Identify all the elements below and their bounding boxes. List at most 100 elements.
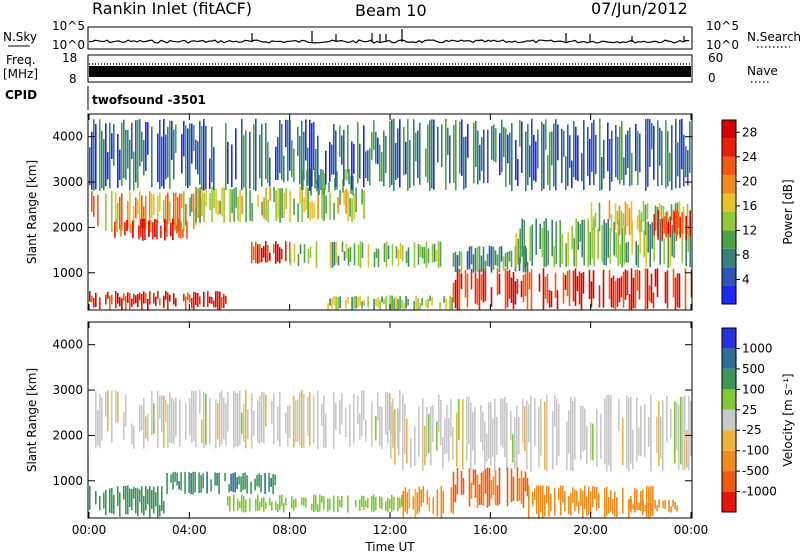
data-stroke bbox=[587, 127, 589, 177]
data-stroke bbox=[129, 488, 131, 508]
data-stroke bbox=[251, 393, 253, 449]
data-stroke bbox=[271, 400, 273, 425]
data-stroke bbox=[630, 499, 632, 513]
data-stroke bbox=[240, 476, 242, 492]
data-stroke bbox=[516, 405, 518, 468]
data-stroke bbox=[590, 202, 593, 234]
data-stroke bbox=[191, 390, 193, 444]
data-stroke bbox=[293, 243, 296, 264]
velocity-y-axis: 1000 2000 3000 4000 bbox=[52, 338, 692, 488]
data-stroke bbox=[571, 225, 573, 250]
data-stroke bbox=[593, 119, 595, 186]
data-stroke bbox=[517, 238, 519, 265]
data-stroke bbox=[521, 121, 523, 173]
data-stroke bbox=[636, 502, 638, 511]
data-stroke bbox=[281, 494, 283, 507]
data-stroke bbox=[233, 494, 235, 512]
data-stroke bbox=[659, 218, 661, 265]
data-stroke bbox=[514, 417, 516, 470]
data-stroke bbox=[592, 423, 594, 461]
data-stroke bbox=[397, 299, 399, 310]
colorbar-swatch bbox=[722, 348, 736, 369]
data-stroke bbox=[597, 228, 599, 260]
data-stroke bbox=[607, 122, 609, 172]
data-stroke bbox=[389, 121, 391, 188]
data-stroke bbox=[237, 196, 239, 221]
data-stroke bbox=[189, 398, 191, 436]
data-stroke bbox=[464, 270, 467, 298]
data-stroke bbox=[265, 122, 267, 180]
data-stroke bbox=[125, 295, 127, 310]
data-stroke bbox=[311, 503, 313, 511]
data-stroke bbox=[133, 151, 135, 191]
data-stroke bbox=[347, 124, 349, 173]
data-stroke bbox=[479, 144, 481, 181]
data-stroke bbox=[442, 436, 444, 469]
data-stroke bbox=[504, 396, 506, 458]
data-stroke bbox=[115, 390, 117, 423]
data-stroke bbox=[377, 296, 379, 308]
data-stroke bbox=[125, 394, 127, 427]
data-stroke bbox=[541, 228, 543, 258]
data-stroke bbox=[571, 160, 573, 189]
data-stroke bbox=[407, 247, 410, 267]
data-stroke bbox=[319, 494, 321, 512]
data-stroke bbox=[533, 134, 535, 181]
data-stroke bbox=[363, 300, 365, 306]
data-stroke bbox=[484, 271, 487, 302]
data-stroke bbox=[595, 135, 597, 175]
data-stroke bbox=[418, 486, 421, 513]
data-stroke bbox=[167, 192, 169, 224]
data-stroke bbox=[228, 484, 230, 493]
data-stroke bbox=[572, 270, 575, 302]
data-stroke bbox=[321, 188, 323, 220]
data-stroke bbox=[638, 502, 640, 511]
data-stroke bbox=[487, 129, 489, 184]
data-stroke bbox=[612, 275, 615, 308]
data-stroke bbox=[379, 144, 381, 182]
freq-panel: Freq. [MHz] 18 8 60 0 Nave bbox=[3, 51, 778, 86]
data-stroke bbox=[237, 498, 239, 511]
data-stroke bbox=[198, 472, 200, 493]
data-stroke bbox=[355, 187, 357, 213]
data-stroke bbox=[466, 273, 469, 308]
data-stroke bbox=[522, 274, 525, 303]
data-stroke bbox=[449, 295, 451, 310]
data-stroke bbox=[239, 501, 241, 509]
data-stroke bbox=[432, 404, 434, 443]
data-stroke bbox=[644, 404, 646, 457]
data-stroke bbox=[544, 401, 546, 470]
data-stroke bbox=[183, 293, 185, 302]
data-stroke bbox=[103, 139, 105, 191]
data-stroke bbox=[172, 472, 174, 490]
data-stroke bbox=[590, 491, 592, 515]
data-stroke bbox=[632, 503, 634, 510]
data-stroke bbox=[267, 141, 269, 183]
data-stroke bbox=[184, 471, 186, 494]
data-stroke bbox=[149, 191, 151, 232]
data-stroke bbox=[327, 302, 329, 310]
data-stroke bbox=[361, 495, 363, 507]
data-stroke bbox=[297, 203, 299, 222]
data-stroke bbox=[582, 272, 585, 294]
data-stroke bbox=[625, 134, 627, 175]
data-stroke bbox=[638, 270, 641, 300]
data-stroke bbox=[295, 400, 297, 443]
data-stroke bbox=[173, 129, 175, 180]
data-stroke bbox=[93, 298, 95, 308]
data-stroke bbox=[649, 119, 651, 167]
data-stroke bbox=[573, 238, 575, 267]
data-stroke bbox=[339, 499, 341, 507]
data-stroke bbox=[568, 269, 571, 306]
data-stroke bbox=[420, 489, 423, 507]
data-stroke bbox=[199, 296, 201, 305]
data-stroke bbox=[143, 496, 145, 516]
data-stroke bbox=[351, 141, 353, 190]
data-stroke bbox=[672, 499, 674, 507]
colorbar-swatch bbox=[722, 491, 736, 512]
data-stroke bbox=[182, 229, 184, 238]
data-stroke bbox=[315, 495, 317, 511]
data-stroke bbox=[160, 225, 162, 238]
data-stroke bbox=[303, 244, 306, 263]
data-stroke bbox=[143, 206, 145, 229]
